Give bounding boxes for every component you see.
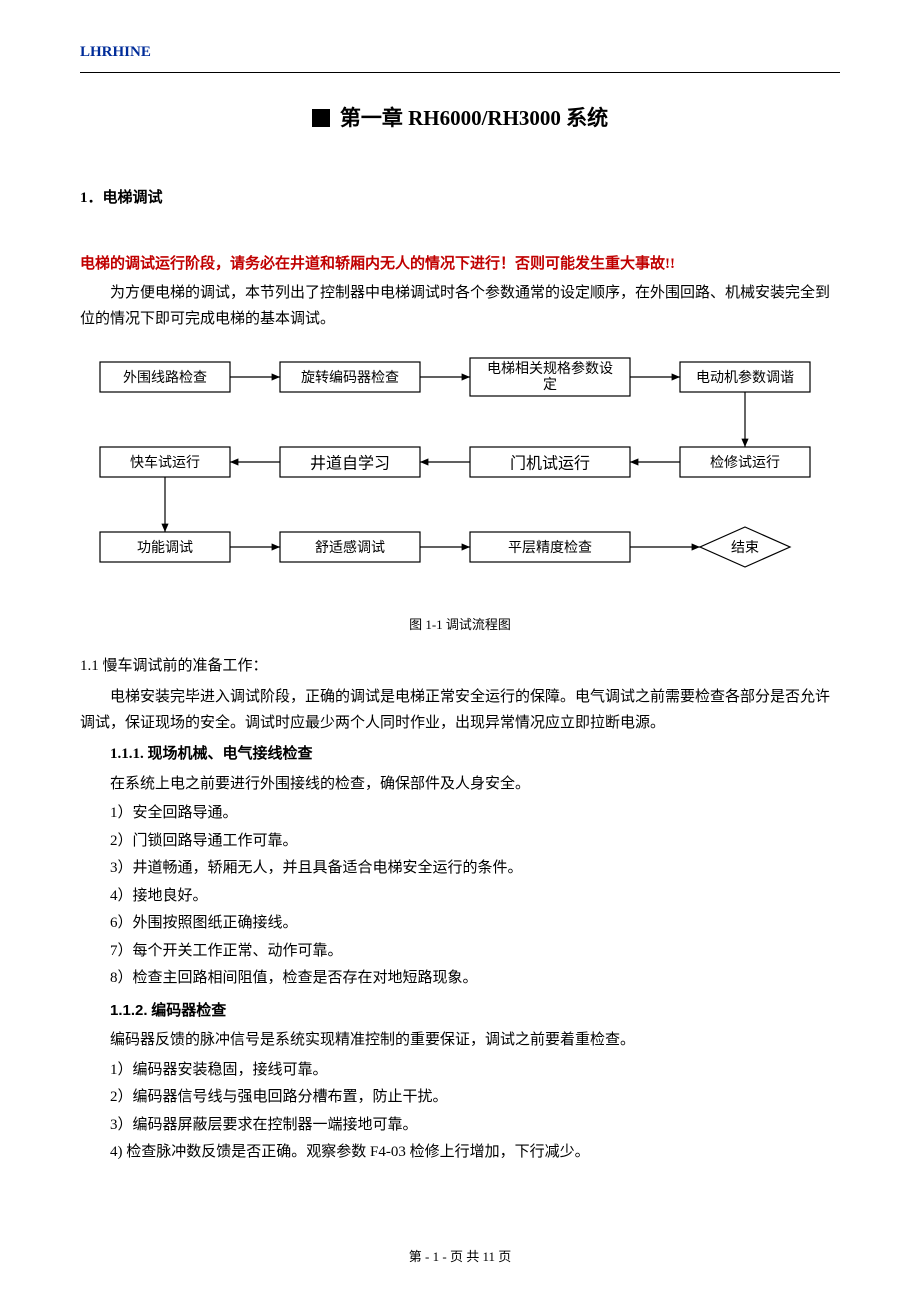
svg-text:舒适感调试: 舒适感调试	[315, 539, 385, 556]
page-footer: 第 - 1 - 页 共 11 页	[80, 1246, 840, 1268]
list-item: 7）每个开关工作正常、动作可靠。	[80, 939, 840, 965]
svg-text:旋转编码器检查: 旋转编码器检查	[301, 370, 399, 386]
debug-flowchart: 外围线路检查 旋转编码器检查 电梯相关规格参数设 定 电动机参数调谐 检修试运行…	[80, 352, 840, 602]
flowchart-caption: 图 1-1 调试流程图	[80, 614, 840, 636]
svg-text:平层精度检查: 平层精度检查	[508, 540, 592, 556]
list-item: 3）井道畅通，轿厢无人，并且具备适合电梯安全运行的条件。	[80, 856, 840, 882]
svg-text:结束: 结束	[731, 540, 759, 556]
sec-1-1-1-intro: 在系统上电之前要进行外围接线的检查，确保部件及人身安全。	[80, 772, 840, 798]
sec-1-1-2-title: 1.1.2. 编码器检查	[80, 998, 840, 1025]
svg-text:电动机参数调谐: 电动机参数调谐	[696, 369, 794, 386]
sec-1-1-title: 1.1 慢车调试前的准备工作：	[80, 654, 840, 680]
svg-text:快车试运行: 快车试运行	[130, 454, 200, 471]
list-item: 6）外围按照图纸正确接线。	[80, 911, 840, 937]
sec-1-1-2-intro: 编码器反馈的脉冲信号是系统实现精准控制的重要保证，调试之前要着重检查。	[80, 1028, 840, 1054]
warning-line: 电梯的调试运行阶段，请务必在井道和轿厢内无人的情况下进行！否则可能发生重大事故!…	[80, 252, 840, 278]
list-item: 4) 检查脉冲数反馈是否正确。观察参数 F4-03 检修上行增加，下行减少。	[80, 1140, 840, 1166]
sec-1-1-2-num: 1.1.2.	[110, 1002, 148, 1019]
list-item: 1）安全回路导通。	[80, 801, 840, 827]
list-item: 3）编码器屏蔽层要求在控制器一端接地可靠。	[80, 1113, 840, 1139]
svg-text:外围线路检查: 外围线路检查	[123, 370, 207, 386]
list-item: 8）检查主回路相间阻值，检查是否存在对地短路现象。	[80, 966, 840, 992]
sec-1-1-2-rest: 编码器检查	[148, 1003, 227, 1019]
doc-header: LHRHINE	[80, 40, 840, 66]
warning-text: 电梯的调试运行阶段，请务必在井道和轿厢内无人的情况下进行！否则可能发生重大事故!…	[80, 256, 675, 272]
header-rule	[80, 72, 840, 73]
svg-text:检修试运行: 检修试运行	[710, 455, 780, 471]
svg-text:井道自学习: 井道自学习	[310, 455, 390, 473]
svg-text:门机试运行: 门机试运行	[510, 455, 590, 473]
list-item: 4）接地良好。	[80, 884, 840, 910]
list-item: 2）门锁回路导通工作可靠。	[80, 829, 840, 855]
svg-text:定: 定	[543, 377, 557, 393]
list-item: 1）编码器安装稳固，接线可靠。	[80, 1058, 840, 1084]
svg-text:电梯相关规格参数设: 电梯相关规格参数设	[487, 360, 613, 377]
sec-1-1-1-title: 1.1.1. 现场机械、电气接线检查	[80, 742, 840, 768]
svg-text:功能调试: 功能调试	[137, 540, 193, 556]
list-item: 2）编码器信号线与强电回路分槽布置，防止干扰。	[80, 1085, 840, 1111]
chapter-square-icon	[312, 109, 330, 127]
intro-paragraph: 为方便电梯的调试，本节列出了控制器中电梯调试时各个参数通常的设定顺序，在外围回路…	[80, 281, 840, 332]
chapter-title: 第一章 RH6000/RH3000 系统	[80, 101, 840, 137]
flowchart-svg: 外围线路检查 旋转编码器检查 电梯相关规格参数设 定 电动机参数调谐 检修试运行…	[80, 352, 840, 592]
section-1-heading: 1．电梯调试	[80, 186, 840, 212]
chapter-title-text: 第一章 RH6000/RH3000 系统	[340, 106, 608, 130]
sec-1-1-p1: 电梯安装完毕进入调试阶段，正确的调试是电梯正常安全运行的保障。电气调试之前需要检…	[80, 685, 840, 736]
